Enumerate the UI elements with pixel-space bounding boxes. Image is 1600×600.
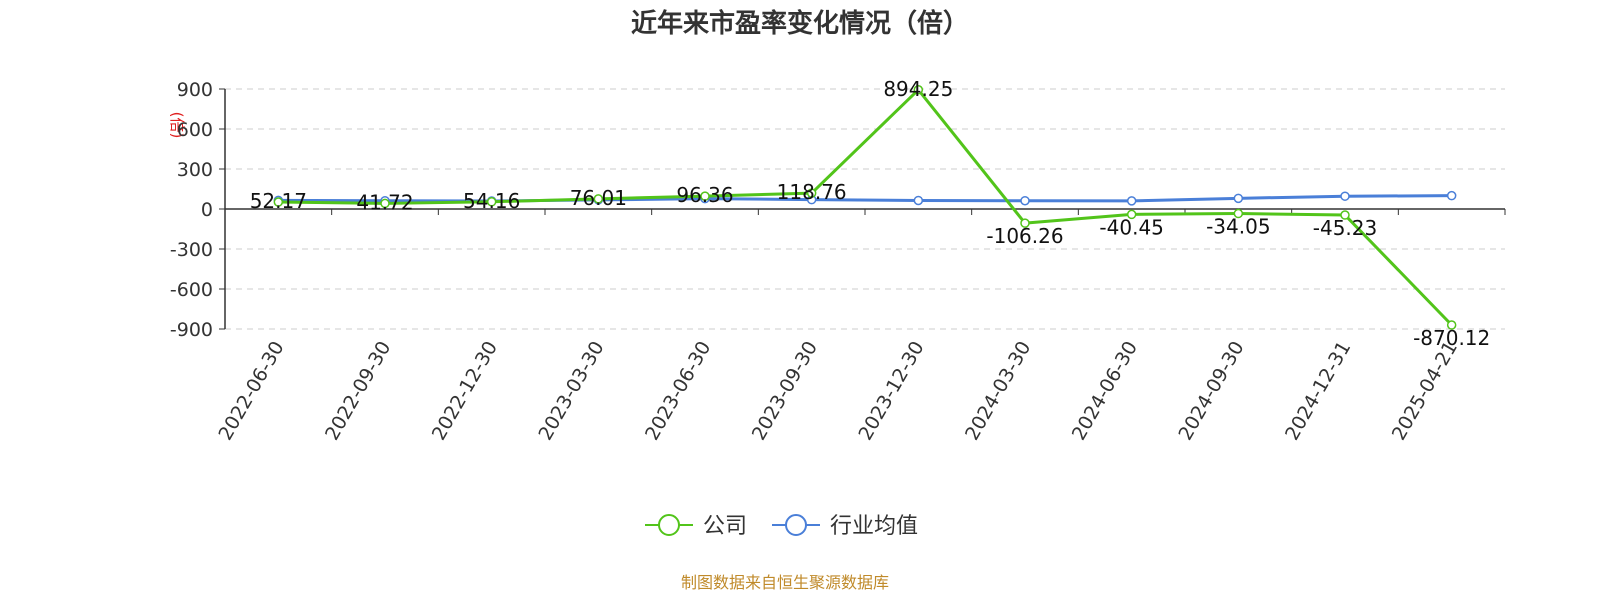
legend-item-industry-average[interactable]: 行业均值 [772, 514, 918, 539]
legend-marker [658, 514, 680, 536]
x-tick-label: 2022-06-30 [214, 338, 288, 445]
chart-title: 近年来市盈率变化情况（倍） [631, 8, 969, 39]
x-tick-label: 2024-03-30 [961, 338, 1035, 445]
x-tick-label: 2022-09-30 [321, 338, 395, 445]
series-company [273, 85, 1457, 330]
data-label: 52.17 [250, 189, 307, 213]
data-point[interactable] [593, 194, 604, 204]
data-point[interactable] [1126, 209, 1137, 220]
data-point[interactable] [1340, 210, 1350, 220]
data-point[interactable] [1446, 190, 1457, 201]
x-tick-label: 2023-03-30 [534, 338, 608, 445]
x-tick-label: 2025-04-21 [1388, 338, 1462, 445]
x-tick-label: 2023-12-30 [854, 337, 928, 444]
series-line [278, 194, 1452, 203]
grid-lines [225, 88, 1505, 330]
series-line [278, 88, 1453, 327]
y-tick-label: -600 [170, 279, 213, 301]
data-label: -106.26 [986, 224, 1063, 248]
data-label: -870.12 [1413, 326, 1490, 350]
y-axis-label: (倍) [168, 112, 186, 139]
data-label: -40.45 [1099, 215, 1163, 239]
data-point[interactable] [380, 198, 390, 209]
data-label: 76.01 [570, 186, 627, 210]
y-tick-label: 300 [177, 159, 213, 181]
legend-label: 行业均值 [830, 514, 918, 539]
x-tick-label: 2023-09-30 [748, 338, 822, 445]
data-label: 54.16 [463, 189, 520, 213]
data-point[interactable] [1233, 193, 1244, 204]
x-tick-label: 2024-09-30 [1174, 338, 1248, 445]
data-point[interactable] [1020, 218, 1030, 228]
legend-label: 公司 [703, 514, 747, 539]
y-tick-label: -300 [170, 239, 213, 261]
data-point[interactable] [1233, 208, 1244, 219]
data-point[interactable] [1446, 320, 1457, 330]
data-label: -34.05 [1206, 215, 1270, 239]
y-tick-label: 600 [177, 119, 213, 141]
y-tick-label: 900 [177, 79, 213, 101]
y-tick-label: 0 [201, 199, 213, 221]
data-point[interactable] [913, 195, 924, 206]
data-label: 118.76 [777, 180, 847, 204]
legend-marker [785, 514, 807, 536]
x-tick-label: 2023-06-30 [641, 338, 715, 445]
legend[interactable]: 公司 行业均值 [645, 514, 918, 539]
series-layer [273, 85, 1457, 330]
data-label: -45.23 [1313, 216, 1377, 240]
x-tick-label: 2024-12-31 [1281, 338, 1355, 445]
legend-item-company[interactable]: 公司 [645, 514, 747, 539]
data-point[interactable] [806, 188, 817, 198]
data-label: 96.36 [676, 183, 733, 207]
data-label: 894.25 [883, 77, 953, 101]
y-tick-label: -900 [170, 319, 213, 341]
source-note: 制图数据来自恒生聚源数据库 [681, 573, 889, 592]
data-point[interactable] [1126, 196, 1137, 206]
data-point[interactable] [913, 85, 924, 95]
data-label: 41.72 [356, 190, 413, 214]
x-tick-label: 2022-12-30 [428, 337, 502, 444]
data-point[interactable] [1340, 191, 1350, 201]
data-point[interactable] [273, 197, 284, 207]
data-point[interactable] [700, 191, 710, 201]
data-point[interactable] [486, 197, 497, 207]
x-tick-label: 2024-06-30 [1068, 338, 1142, 445]
data-labels: 52.17 41.72 54.16 76.01 96.36 118.76 894.25 -10… [250, 77, 1491, 350]
data-point[interactable] [1020, 195, 1030, 206]
